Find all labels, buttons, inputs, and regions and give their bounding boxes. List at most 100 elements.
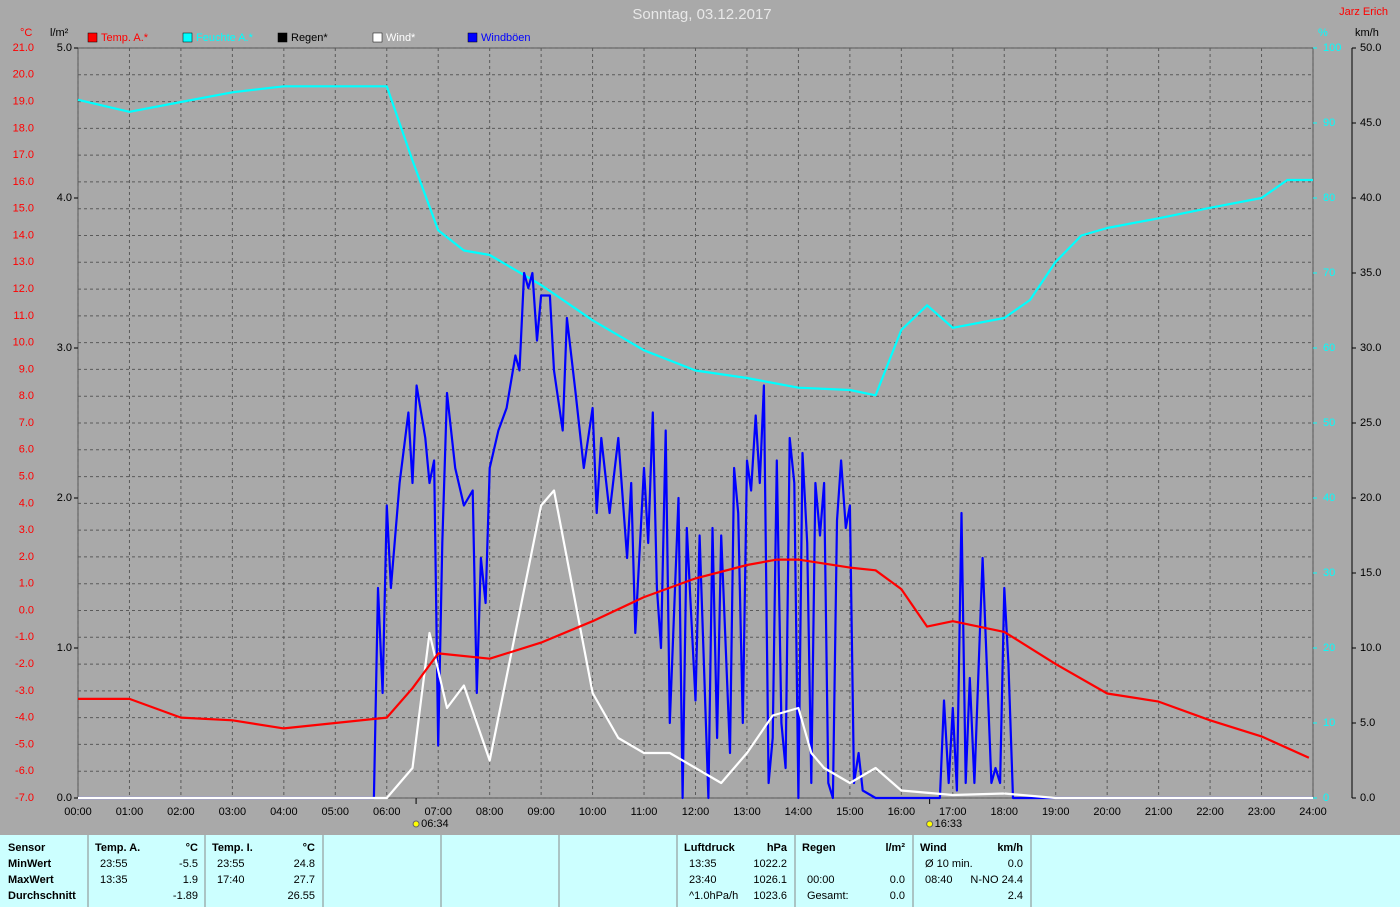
y-tick-label: 4.0 [19,497,34,509]
y-tick-label: 11.0 [13,310,34,322]
y2-tick-label: 40 [1323,492,1335,504]
cell-time: Gesamt: [807,890,849,902]
sun-marker-label: 06:34 [421,818,449,830]
row-label: MaxWert [8,874,54,886]
cell-value: -1.89 [173,890,198,902]
y-tick-label: 19.0 [13,95,34,107]
x-tick-label: 07:00 [424,806,452,818]
x-tick-label: 24:00 [1299,806,1327,818]
row-label: MinWert [8,858,52,870]
x-tick-label: 22:00 [1196,806,1224,818]
sun-icon [926,820,934,828]
x-tick-label: 18:00 [990,806,1018,818]
panel-unit: °C [303,842,315,854]
y-tick-label: 7.0 [19,417,34,429]
cell-time: 00:00 [807,874,835,886]
y2-tick-label: 70 [1323,267,1335,279]
legend-swatch [87,32,98,43]
y2-tick-label: 60 [1323,342,1335,354]
x-tick-label: 20:00 [1093,806,1121,818]
unit-rain: l/m² [50,27,69,39]
cell-time: 13:35 [100,874,128,886]
legend-swatch [277,32,288,43]
legend-swatch [467,32,478,43]
legend-label: Wind* [386,32,416,44]
y-tick-label: 13.0 [13,256,34,268]
x-tick-label: 12:00 [682,806,710,818]
rain-tick-label: 3.0 [57,342,72,354]
y3-tick-label: 10.0 [1360,642,1381,654]
x-tick-label: 02:00 [167,806,195,818]
sun-marker-label: 16:33 [935,818,963,830]
x-tick-label: 08:00 [476,806,504,818]
cell-value: 1.9 [183,874,198,886]
y2-tick-label: 30 [1323,567,1335,579]
x-tick-label: 21:00 [1145,806,1173,818]
panel-unit: °C [186,842,198,854]
rain-tick-label: 2.0 [57,492,72,504]
legend-swatch [182,32,193,43]
cell-value: 1026.1 [753,874,787,886]
y-tick-label: -1.0 [15,631,34,643]
y3-tick-label: 5.0 [1360,717,1375,729]
y3-tick-label: 35.0 [1360,267,1381,279]
series-line [78,558,1310,759]
legend-label: Feuchte A.* [196,32,254,44]
rain-tick-label: 5.0 [57,42,72,54]
x-tick-label: 09:00 [527,806,555,818]
x-tick-label: 03:00 [219,806,247,818]
y-tick-label: 14.0 [13,229,34,241]
x-tick-label: 23:00 [1248,806,1276,818]
x-tick-label: 15:00 [836,806,864,818]
panel-title: Temp. I. [212,842,253,854]
y-tick-label: -5.0 [15,738,34,750]
y-tick-label: 10.0 [13,337,34,349]
y3-tick-label: 50.0 [1360,42,1381,54]
y2-tick-label: 90 [1323,117,1335,129]
legend-label: Windböen [481,32,531,44]
y-tick-label: 21.0 [13,42,34,54]
series-line [77,85,1313,397]
series-line [78,271,1313,800]
cell-time: ^1.0hPa/h [689,890,738,902]
y-tick-label: 9.0 [19,363,34,375]
y-tick-label: -3.0 [15,685,34,697]
y-tick-label: 17.0 [13,149,34,161]
x-tick-label: 04:00 [270,806,298,818]
y3-tick-label: 25.0 [1360,417,1381,429]
y3-tick-label: 30.0 [1360,342,1381,354]
y-tick-label: -4.0 [15,712,34,724]
y2-tick-label: 20 [1323,642,1335,654]
panel-title: Temp. A. [95,842,140,854]
cell-time: 08:40 [925,874,953,886]
y3-tick-label: 40.0 [1360,192,1381,204]
cell-time: 17:40 [217,874,245,886]
y-tick-label: 20.0 [13,69,34,81]
stats-panel [0,835,1400,907]
cell-time: 23:55 [217,858,245,870]
x-tick-label: 01:00 [116,806,144,818]
cell-time: 23:40 [689,874,717,886]
x-tick-label: 00:00 [64,806,92,818]
y2-tick-label: 80 [1323,192,1335,204]
y-tick-label: 1.0 [19,578,34,590]
cell-value: 0.0 [890,890,905,902]
y-tick-label: 8.0 [19,390,34,402]
cell-value: 26.55 [287,890,315,902]
cell-value: 0.0 [1008,858,1023,870]
cell-value: 1022.2 [753,858,787,870]
y3-tick-label: 15.0 [1360,567,1381,579]
cell-value: N-NO 24.4 [970,874,1023,886]
x-tick-label: 17:00 [939,806,967,818]
chart-title: Sonntag, 03.12.2017 [632,6,771,23]
y3-tick-label: 20.0 [1360,492,1381,504]
row-label: Durchschnitt [8,890,76,902]
y-tick-label: -2.0 [15,658,34,670]
unit-wind: km/h [1355,27,1379,39]
x-tick-label: 19:00 [1042,806,1070,818]
y-tick-label: 6.0 [19,444,34,456]
y-tick-label: 15.0 [13,203,34,215]
x-tick-label: 06:00 [373,806,401,818]
y-tick-label: 5.0 [19,470,34,482]
panel-unit: l/m² [885,842,905,854]
